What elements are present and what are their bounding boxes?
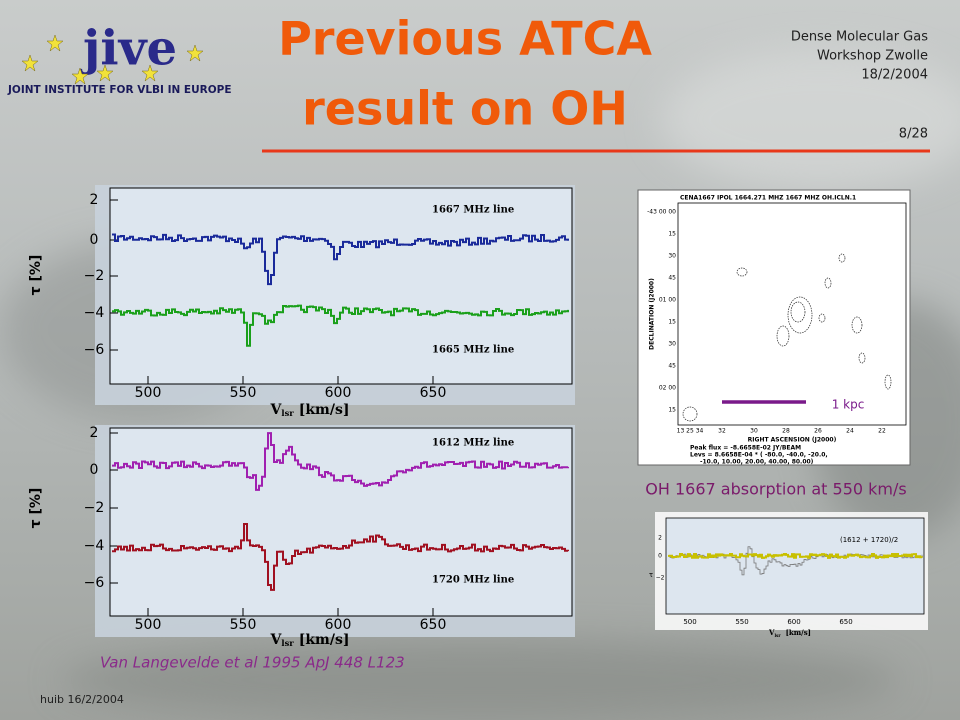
line-label: 1665 MHz line [432, 345, 514, 356]
y-tick-label: 2 [90, 192, 99, 208]
footer: huib 16/2/2004 [40, 693, 124, 706]
y-tick-label: −2 [656, 575, 665, 582]
x-tick-label: 500 [683, 618, 696, 626]
y-tick-label: −2 [84, 500, 105, 516]
map-note: Levs = 8.6658E-04 * ( -80.0, -40.0, -20.… [690, 452, 828, 459]
map-title: CENA1667 IPOL 1664.271 MHZ 1667 MHZ OH.I… [680, 195, 856, 202]
map-axes [677, 202, 907, 426]
y-tick-label: 2 [658, 535, 662, 542]
x-tick-label: 600 [325, 385, 352, 401]
x-tick-label: 650 [420, 385, 447, 401]
x-axis-label: Vlsr [km/s] [270, 402, 350, 418]
title: Previous ATCA result on OH [278, 12, 652, 136]
map-xlabel: RIGHT ASCENSION (J2000) [748, 437, 837, 444]
y-axis-label: τ [%] [28, 488, 44, 529]
map-note: -10.0, 10.00, 20.00, 40.00, 80.00) [700, 459, 814, 466]
x-label-part: V [768, 628, 775, 637]
x-tick-label: 650 [839, 618, 852, 626]
x-tick-label: 500 [135, 385, 162, 401]
x-axis-label: Vlsr [km/s] [270, 632, 350, 648]
map-ylabel: DECLINATION (J2000) [649, 278, 656, 350]
x-tick-label: 600 [325, 617, 352, 633]
spectrum-line [112, 432, 569, 491]
map-note: Peak flux = -8.6658E-02 JY/BEAM [690, 445, 801, 452]
y-tick-label: −4 [84, 538, 105, 554]
x-label-part: V [270, 632, 283, 648]
x-label-part: lsr [281, 638, 294, 648]
map-frame [637, 189, 911, 466]
map-y-tick: 15 [668, 407, 676, 414]
spectrum-line [112, 522, 569, 591]
scale-label: 1 kpc [832, 398, 865, 412]
map-y-tick: 30 [668, 253, 676, 260]
x-tick-label: 550 [230, 385, 257, 401]
y-tick-label: −2 [84, 268, 105, 284]
map-x-tick: 30 [750, 428, 758, 435]
meta-line: 18/2/2004 [861, 68, 928, 83]
map-y-tick: -43 00 00 [647, 209, 676, 216]
title-line: result on OH [302, 82, 628, 136]
x-label-part: V [270, 402, 283, 418]
spectrum-panel: 2 0 −2 −4 −6 500 550 600 650 τ [%] Vlsr [km/s] 1667 … [28, 185, 575, 418]
map-x-tick: 32 [718, 428, 726, 435]
spectrum-line [112, 304, 569, 347]
y-axis-label: τ [%] [28, 255, 44, 296]
title-line: Previous ATCA [278, 12, 652, 66]
map-caption: OH 1667 absorption at 550 km/s [645, 480, 906, 499]
line-label: 1667 MHz line [432, 205, 514, 216]
x-tick-label: 500 [135, 617, 162, 633]
x-tick-label: 550 [735, 618, 748, 626]
x-tick-label: 550 [230, 617, 257, 633]
y-tick-label: 0 [658, 553, 662, 560]
x-label-part: lsr [281, 408, 294, 418]
spectrum-line [112, 233, 569, 286]
x-label-part: [km/s] [299, 402, 350, 418]
map-y-tick: 01 00 [659, 297, 676, 304]
line-label: 1612 MHz line [432, 438, 514, 449]
map-x-tick: 28 [782, 428, 790, 435]
meta-line: Dense Molecular Gas [791, 30, 928, 45]
map-y-tick: 15 [668, 231, 676, 238]
map-x-tick: 24 [846, 428, 854, 435]
x-label-part: [km/s] [786, 628, 811, 637]
spectrum-panel: 2 0 −2 −4 −6 500 550 600 650 τ [%] Vlsr [km/s] 1612 … [28, 425, 575, 648]
y-axis-label: τ [649, 571, 653, 579]
y-tick-label: −6 [84, 342, 105, 358]
y-tick-label: 0 [90, 232, 99, 248]
logo-text: jive [79, 21, 177, 77]
x-axis-label: Vlsr [km/s] [768, 628, 811, 638]
small-plot: 2 0 −2τ 500 550 600 650 Vlsr [km/s] (1612 + 1720)… [649, 512, 928, 638]
y-tick-label: 2 [90, 425, 99, 441]
map-y-tick: 45 [668, 275, 676, 282]
y-tick-label: −6 [84, 575, 105, 591]
plot-area [109, 427, 573, 617]
citation: Van Langevelde et al 1995 ApJ 448 L123 [100, 654, 405, 672]
map-y-tick: 30 [668, 341, 676, 348]
logo: jive JOINT INSTITUTE FOR VLBI IN EUROPE [7, 21, 232, 97]
map-x-tick: 13 25 34 [677, 428, 704, 435]
average-line [668, 553, 923, 559]
map-x-tick: 22 [878, 428, 886, 435]
x-label-part: lsr [774, 633, 781, 638]
map-y-tick: 45 [668, 363, 676, 370]
x-label-part: [km/s] [299, 632, 350, 648]
x-tick-label: 600 [787, 618, 800, 626]
map-y-tick: 02 00 [659, 385, 676, 392]
institute: JOINT INSTITUTE FOR VLBI IN EUROPE [7, 84, 232, 96]
meta-line: Workshop Zwolle [817, 49, 928, 64]
y-tick-label: 0 [90, 462, 99, 478]
y-tick-label: −4 [84, 305, 105, 321]
plot-area [109, 187, 573, 385]
page-number: 8/28 [899, 127, 928, 142]
plot-label: (1612 + 1720)/2 [840, 536, 898, 544]
map: CENA1667 IPOL 1664.271 MHZ 1667 MHZ OH.I… [637, 189, 911, 466]
meta: Dense Molecular Gas Workshop Zwolle 18/2… [791, 30, 928, 142]
line-label: 1720 MHz line [432, 575, 514, 586]
map-x-tick: 26 [814, 428, 822, 435]
map-y-tick: 15 [668, 319, 676, 326]
x-tick-label: 650 [420, 617, 447, 633]
plot-area [665, 517, 925, 615]
